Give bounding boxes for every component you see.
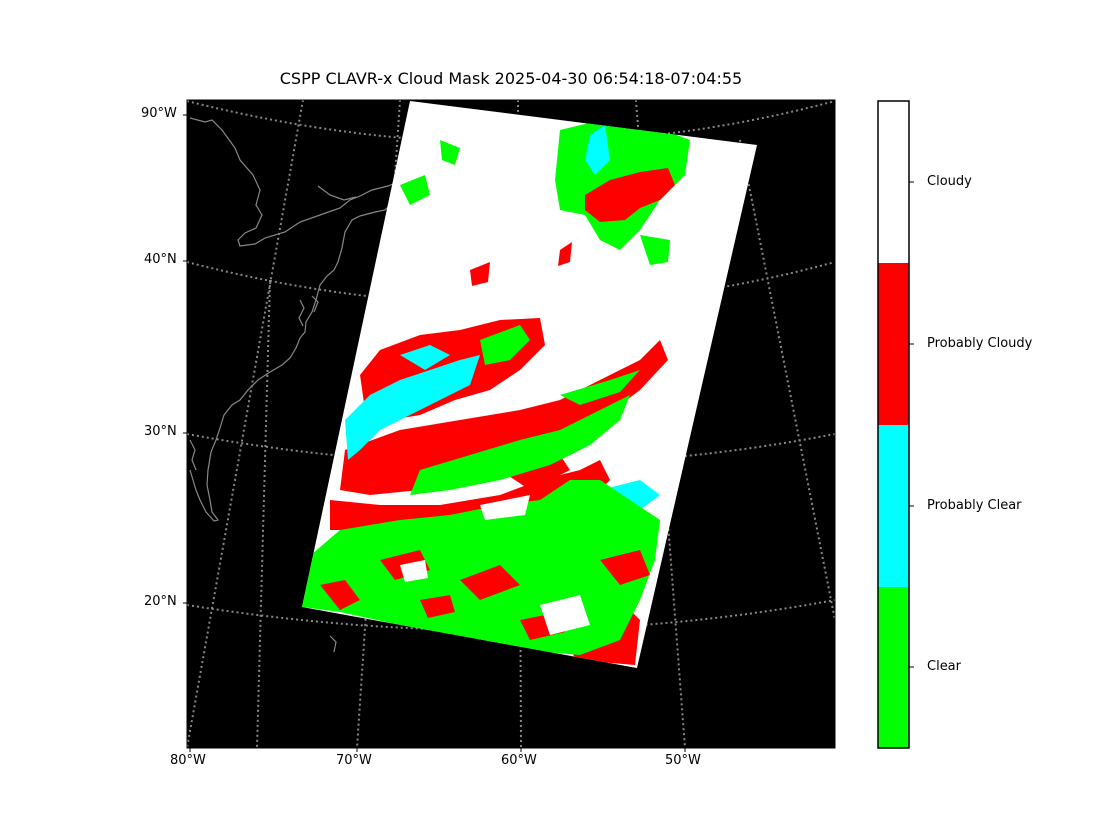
lat-label-20n: 20°N <box>144 594 177 609</box>
clear-region-central <box>410 325 640 495</box>
legend-label-cloudy: Cloudy <box>927 174 972 189</box>
map-title: CSPP CLAVR-x Cloud Mask 2025-04-30 06:54… <box>279 69 743 88</box>
lon-label-80w: 80°W <box>170 753 206 768</box>
colorbar-segment-clear <box>878 587 909 748</box>
lat-label-30n: 30°N <box>144 424 177 439</box>
colorbar-segment-probably-clear <box>878 425 909 587</box>
probably-clear-region-northeast <box>585 125 610 175</box>
axis-ticks <box>183 114 686 752</box>
colorbar-segment-probably-cloudy <box>878 263 909 425</box>
lon-label-70w: 70°W <box>336 753 372 768</box>
colorbar-segment-cloudy <box>878 101 909 263</box>
lon-label-60w: 60°W <box>501 753 537 768</box>
lat-label-40n: 40°N <box>144 252 177 267</box>
coastline <box>189 117 401 653</box>
lat-label-top: 90°W <box>141 106 177 121</box>
probably-cloudy-region-northeast <box>470 168 675 286</box>
legend-label-probably-cloudy: Probably Cloudy <box>927 336 1033 351</box>
legend-label-probably-clear: Probably Clear <box>927 498 1022 513</box>
colorbar <box>877 100 914 749</box>
legend-label-clear: Clear <box>927 659 961 674</box>
lon-label-50w: 50°W <box>665 753 701 768</box>
cloud-mask-swath <box>302 101 757 668</box>
cloudy-patches-south <box>400 495 590 635</box>
